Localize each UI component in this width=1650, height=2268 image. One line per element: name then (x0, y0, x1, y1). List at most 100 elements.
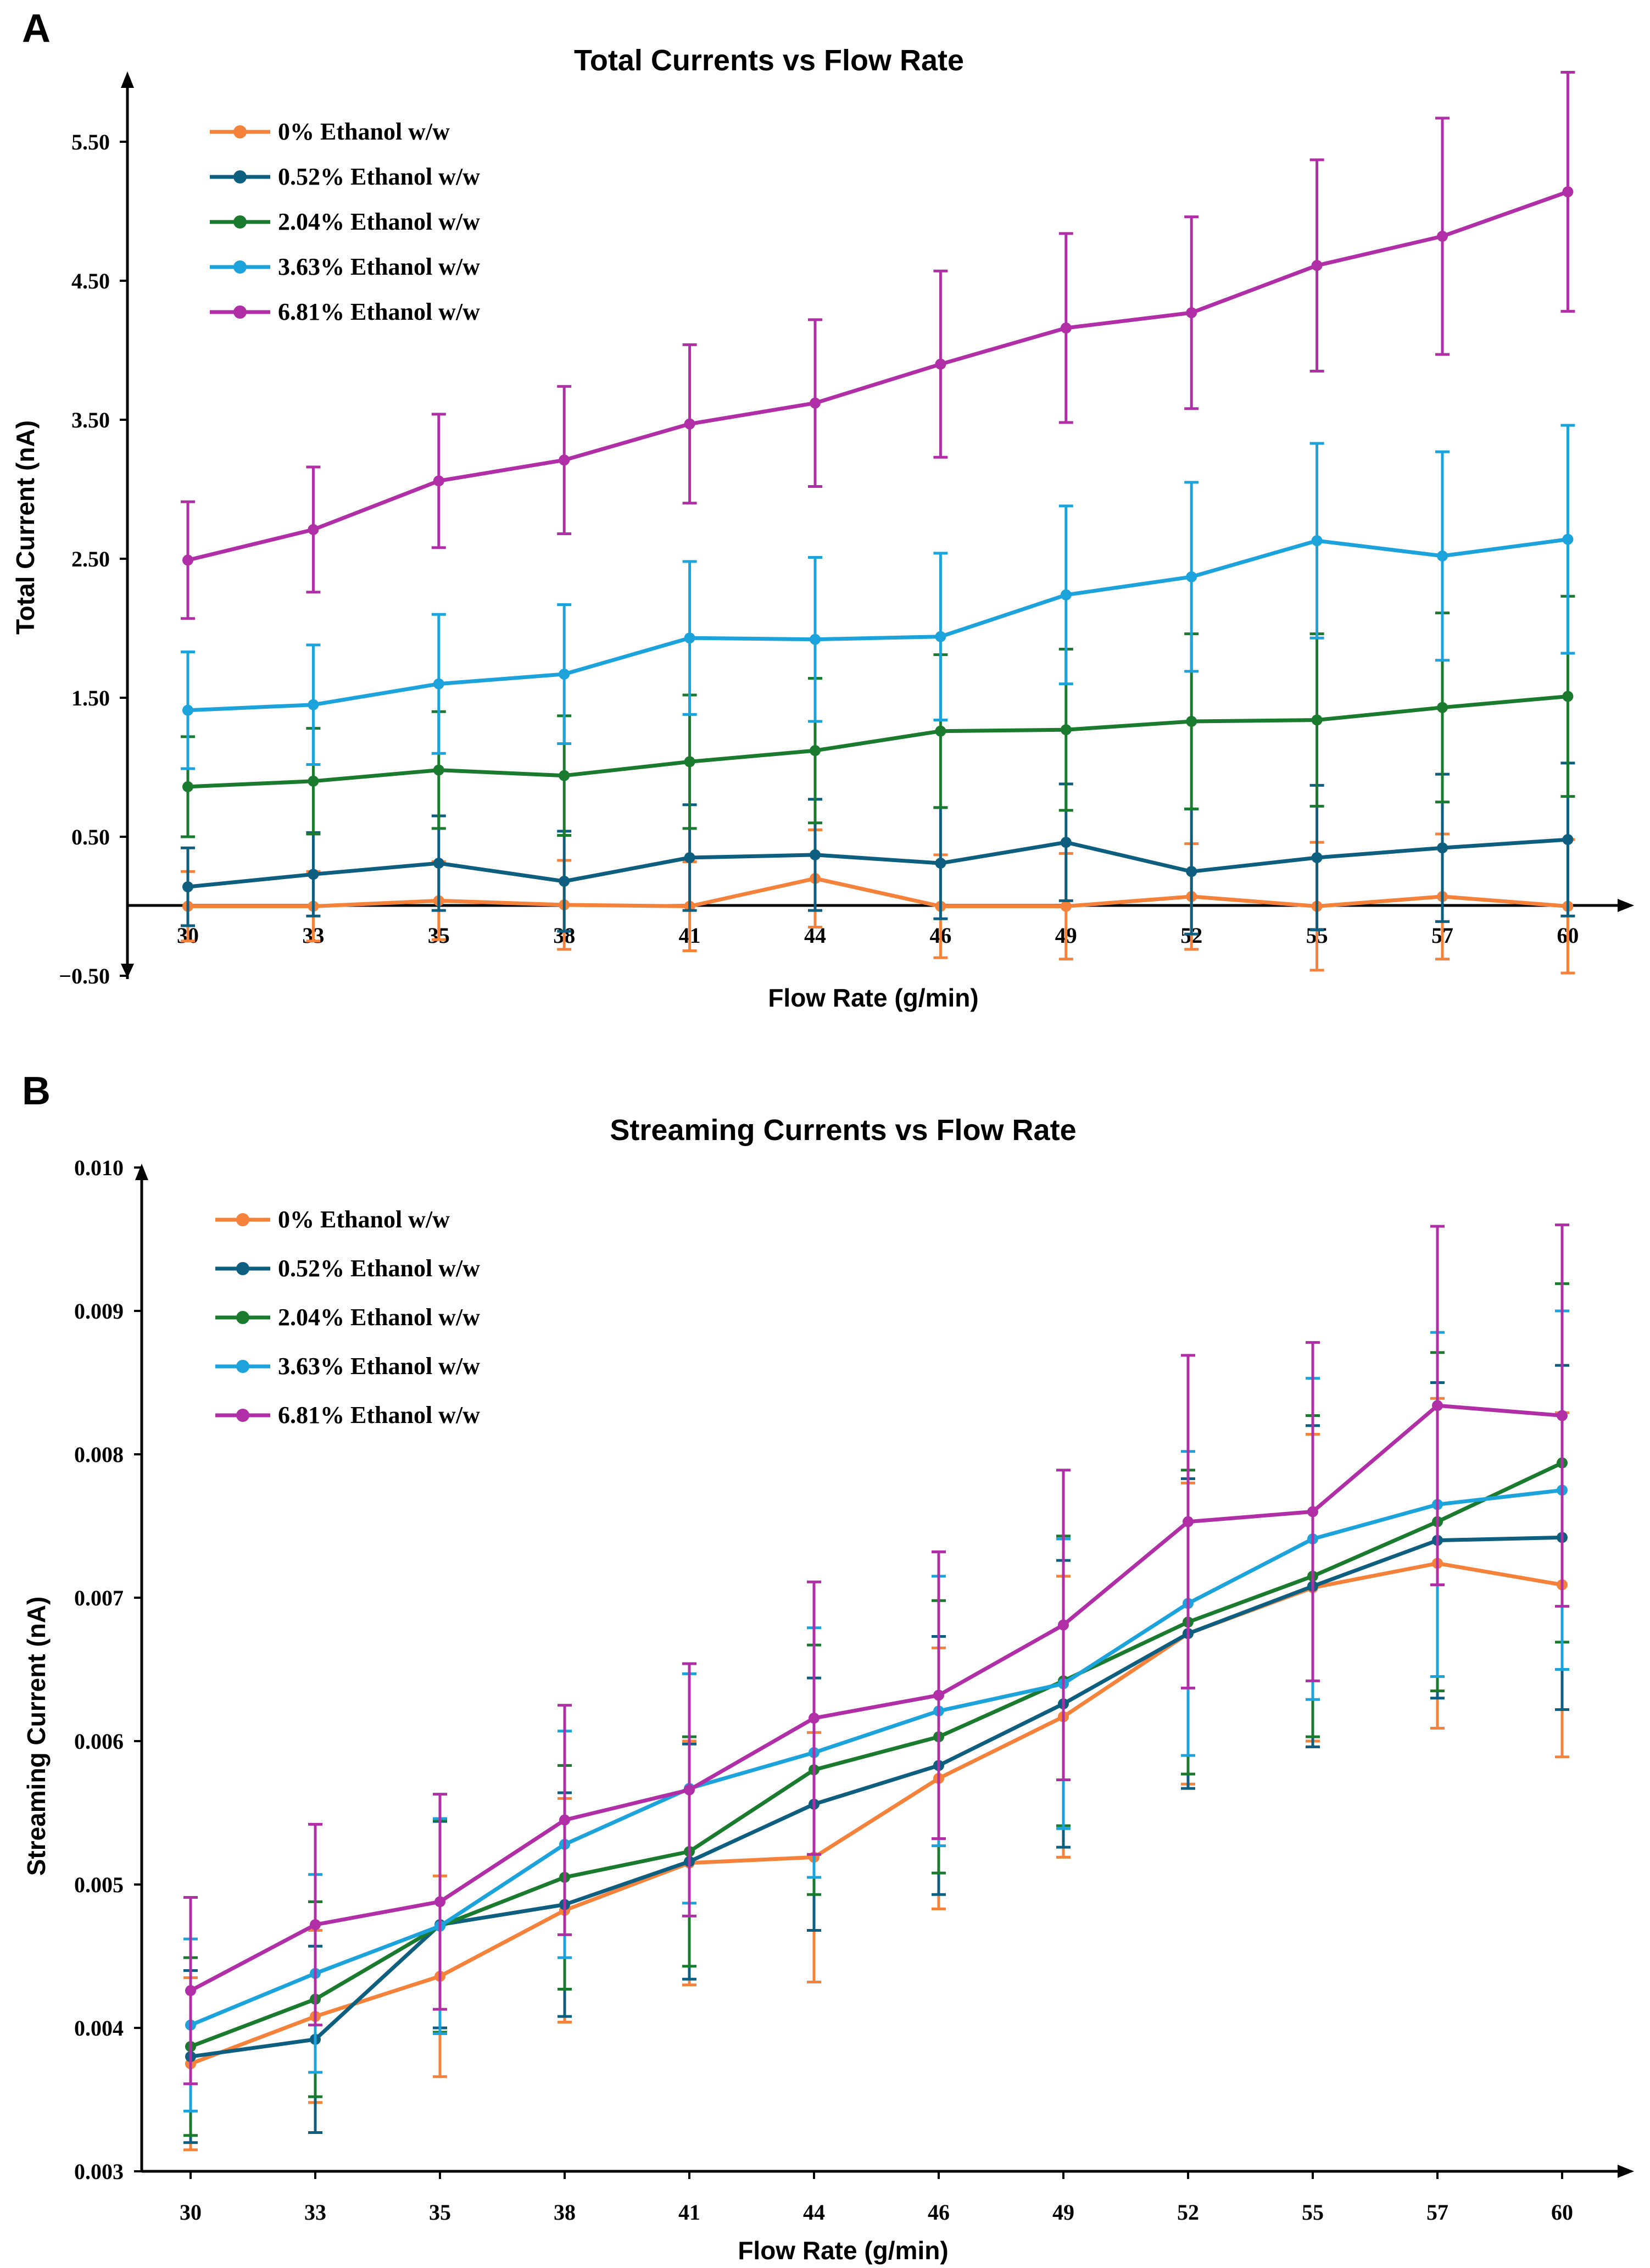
chart-a-legend-label: 0.52% Ethanol w/w (278, 163, 480, 190)
chart-a-series-line (187, 694, 1568, 789)
chart-b-x-tick-label: 33 (304, 2200, 326, 2225)
chart-a-y-tick-label: 5.50 (71, 130, 110, 154)
chart-a-data-point (1060, 724, 1072, 736)
chart-a-legend-swatch-marker (233, 215, 247, 229)
chart-b-legend-label: 3.63% Ethanol w/w (278, 1353, 480, 1380)
chart-a-x-axis-arrow (1618, 899, 1634, 912)
chart-a-data-point (1186, 307, 1197, 319)
chart-b-data-point (310, 1919, 321, 1931)
chart-a-data-point (935, 858, 946, 869)
chart-a-data-point (935, 725, 946, 737)
chart-b-y-tick-label: 0.006 (74, 1729, 124, 1754)
chart-b-legend-item: 2.04% Ethanol w/w (215, 1304, 480, 1331)
chart-a-data-point (182, 704, 193, 716)
chart-b-axes (135, 1164, 1634, 2178)
chart-a-y-tick-label: 0.50 (71, 825, 110, 849)
chart-b-title: Streaming Currents vs Flow Rate (610, 1114, 1076, 1147)
chart-a-data-point (182, 781, 193, 792)
chart-b-data-point (185, 1985, 196, 1997)
chart-a-series-line (187, 537, 1568, 713)
chart-a-data-point (684, 852, 695, 863)
chart-a-data-point (935, 631, 946, 642)
chart-a-y-tick-label: −0.50 (59, 964, 110, 988)
chart-b-legend-swatch-marker (236, 1311, 249, 1324)
chart-a-y-tick-label: 1.50 (71, 686, 110, 710)
chart-a-axes (121, 71, 1634, 979)
chart-a-data-point (810, 633, 821, 645)
chart-b-legend-swatch-marker (236, 1360, 249, 1373)
chart-a-data-point (559, 454, 570, 466)
chart-a-legend-label: 6.81% Ethanol w/w (278, 298, 480, 325)
chart-b-x-tick-label: 38 (554, 2200, 576, 2225)
chart-a-data-point (1186, 571, 1197, 582)
chart-b-data-point (809, 1713, 820, 1724)
chart-a-data-point (1562, 834, 1574, 846)
chart-b-data-point (1432, 1400, 1443, 1411)
chart-b-x-tick-label: 46 (928, 2200, 950, 2225)
chart-a-data-point (308, 775, 319, 787)
chart-a-data-point (1060, 837, 1072, 848)
chart-b-series-line (189, 1461, 1563, 2049)
chart-a-data-point (308, 524, 319, 535)
chart-b-x-tick-label: 41 (678, 2200, 700, 2225)
chart-a-data-point (433, 764, 444, 776)
chart-b-legend: 0% Ethanol w/w 0.52% Ethanol w/w 2.04% Eth… (215, 1206, 480, 1428)
chart-a-data-point (1562, 691, 1574, 702)
chart-b-data-point (434, 1896, 445, 1908)
chart-b-series (183, 1223, 1569, 2152)
chart-a-series-4 (181, 71, 1575, 620)
chart-a-legend: 0% Ethanol w/w 0.52% Ethanol w/w 2.04% Eth… (210, 118, 480, 325)
chart-b-x-tick-label: 30 (180, 2200, 202, 2225)
chart-a-x-axis-label: Flow Rate (g/min) (768, 983, 978, 1012)
chart-a-data-point (182, 554, 193, 566)
chart-a-data-point (1311, 852, 1323, 863)
chart-a-data-point (433, 475, 444, 487)
chart-b-data-point (1058, 1619, 1069, 1631)
chart-a-data-point (559, 875, 570, 887)
chart-b-x-tick-label: 44 (803, 2200, 825, 2225)
chart-b-data-point (559, 1814, 570, 1826)
chart-a-series-line (188, 876, 1568, 908)
chart-a-series-3 (181, 424, 1575, 770)
chart-a-data-point (1186, 716, 1197, 727)
chart-b-x-axis-arrow (1618, 2165, 1634, 2178)
chart-a-y-axis-arrow (121, 71, 134, 88)
chart-b-x-tick-label: 49 (1052, 2200, 1074, 2225)
chart-a-series-line (187, 190, 1569, 562)
chart-b-series-line (190, 1535, 1563, 2059)
chart-a-legend-swatch-marker (233, 170, 247, 184)
chart-b-x-tick-label: 35 (429, 2200, 451, 2225)
chart-a-data-point (433, 858, 444, 869)
chart-b-series-line (189, 1561, 1563, 2066)
chart-a-data-point (684, 632, 695, 644)
chart-a-data-point (559, 770, 570, 781)
chart-a-y-axis-label: Total Current (nA) (11, 420, 40, 635)
chart-b-legend-swatch-marker (236, 1262, 249, 1275)
chart-b-legend-item: 0% Ethanol w/w (215, 1206, 450, 1233)
chart-a-y-tick-label: 2.50 (71, 547, 110, 571)
chart-b-data-point (1557, 1410, 1568, 1421)
chart-b-y-axis-arrow (135, 1164, 148, 1180)
chart-b-y-axis-label: Streaming Current (nA) (22, 1597, 51, 1876)
chart-a-series-line (187, 837, 1568, 889)
chart-b-y-tick-label: 0.004 (74, 2016, 124, 2041)
chart-b-x-axis-label: Flow Rate (g/min) (738, 2236, 948, 2265)
chart-a-data-point (1311, 260, 1323, 271)
chart-b-x-tick-label: 55 (1302, 2200, 1324, 2225)
chart-a-data-point (1437, 842, 1448, 854)
chart-a-title: Total Currents vs Flow Rate (574, 44, 964, 77)
chart-a-legend-item: 0.52% Ethanol w/w (210, 163, 480, 190)
panel-a-letter: A (22, 7, 51, 51)
chart-b-y-tick-label: 0.010 (74, 1155, 124, 1180)
chart-a-data-point (1437, 231, 1448, 242)
chart-b-legend-item: 0.52% Ethanol w/w (215, 1255, 480, 1282)
chart-a-legend-swatch-marker (233, 305, 247, 319)
chart-a-data-point (1437, 550, 1448, 562)
chart-a-legend-item: 0% Ethanol w/w (210, 118, 450, 145)
chart-a-data-point (1311, 535, 1323, 547)
chart-a-data-point (684, 756, 695, 768)
chart-a-data-point (1060, 589, 1072, 601)
chart-a-y-axis-arrow-bottom (121, 964, 134, 978)
chart-a-data-point (1562, 186, 1574, 198)
